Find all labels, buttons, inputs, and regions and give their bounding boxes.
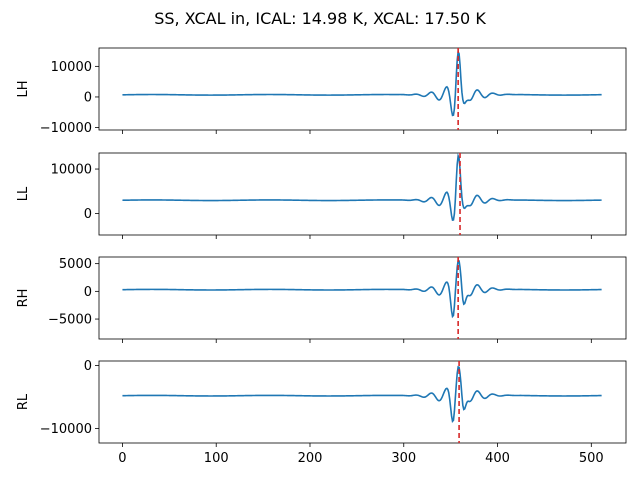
- y-tick-label: 0: [84, 285, 92, 300]
- y-tick-label: −10000: [40, 121, 92, 136]
- x-tick-label: 500: [579, 451, 604, 466]
- series-line: [122, 152, 602, 222]
- panel-lh: −10000 0 10000 LH: [16, 47, 627, 136]
- axes-frame: [98, 360, 627, 444]
- y-tick-label: 5000: [59, 257, 92, 272]
- y-tick-label: 0: [84, 359, 92, 374]
- y-tick-label: 10000: [51, 60, 92, 75]
- axes-frame: [98, 256, 627, 340]
- axes-frame: [98, 47, 627, 131]
- y-axis-label: LL: [16, 186, 31, 201]
- y-tick-label: −10000: [40, 422, 92, 437]
- series-line: [122, 259, 602, 319]
- x-tick-label: 0: [118, 451, 126, 466]
- axes-frame: [98, 152, 627, 236]
- y-axis-label: LH: [16, 80, 31, 97]
- x-tick-label: 200: [298, 451, 323, 466]
- figure-title: SS, XCAL in, ICAL: 14.98 K, XCAL: 17.50 …: [154, 9, 486, 28]
- panel-rh: −5000 0 5000 RH: [16, 256, 627, 343]
- panel-ll: 0 10000 LL: [16, 152, 627, 239]
- panel-rl: −10000 0 0 100 200 300 400 500 RL: [16, 359, 627, 466]
- series-line: [122, 49, 602, 117]
- x-tick-label: 300: [391, 451, 416, 466]
- panels: −10000010000LH010000LL−500005000RH−10000…: [16, 47, 627, 466]
- y-axis-label: RL: [16, 393, 31, 410]
- y-tick-label: −5000: [48, 313, 92, 328]
- series-line: [122, 365, 602, 423]
- y-axis-label: RH: [16, 289, 31, 308]
- x-tick-label: 100: [204, 451, 229, 466]
- y-tick-label: 0: [84, 207, 92, 222]
- y-tick-label: 0: [84, 90, 92, 105]
- x-tick-label: 400: [485, 451, 510, 466]
- y-tick-label: 10000: [51, 163, 92, 178]
